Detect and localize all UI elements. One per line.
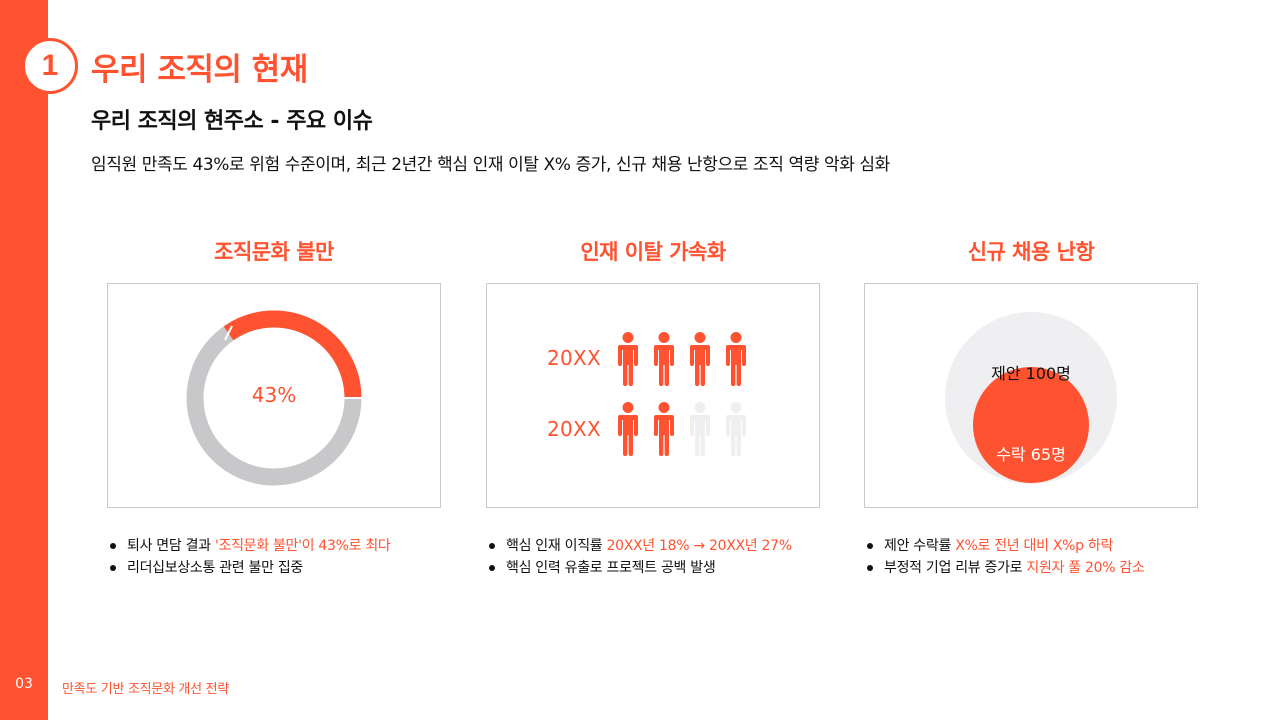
bullet-list-attrition: 핵심 인재 이직률 20XX년 18% → 20XX년 27% 핵심 인력 유출…	[486, 535, 792, 579]
bullet-item: 제안 수락률 X%로 전년 대비 X%p 하락	[864, 535, 1145, 557]
offer-circle: 제안 100명 수락 65명	[945, 312, 1117, 484]
row-label-year: 20XX	[547, 346, 602, 370]
column-title-attrition: 인재 이탈 가속화	[580, 240, 726, 264]
bullet-item: 부정적 기업 리뷰 증가로 지원자 풀 20% 감소	[864, 557, 1145, 579]
panel-hiring-venn: 제안 100명 수락 65명	[864, 283, 1198, 508]
person-icon-faded	[726, 402, 746, 456]
person-icon	[690, 332, 710, 386]
section-number-badge: 1	[22, 38, 78, 94]
bullet-item: 리더십보상소통 관련 불만 집중	[107, 557, 391, 579]
page-title: 우리 조직의 현재	[91, 52, 308, 88]
person-icon	[654, 402, 674, 456]
person-icon-faded	[690, 402, 710, 456]
side-accent-bar	[0, 0, 48, 720]
bullet-list-culture: 퇴사 면담 결과 '조직문화 불만'이 43%로 최다 리더십보상소통 관련 불…	[107, 535, 391, 579]
panel-attrition-icons: 20XX 20XX	[486, 283, 820, 508]
person-icon	[726, 332, 746, 386]
bullet-item: 핵심 인재 이직률 20XX년 18% → 20XX년 27%	[486, 535, 792, 557]
bullet-item: 퇴사 면담 결과 '조직문화 불만'이 43%로 최다	[107, 535, 391, 557]
column-title-culture: 조직문화 불만	[214, 240, 334, 264]
person-icon	[618, 332, 638, 386]
page-subtitle: 우리 조직의 현주소 - 주요 이슈	[91, 109, 373, 134]
person-icon	[654, 332, 674, 386]
column-title-hiring: 신규 채용 난항	[967, 240, 1095, 264]
donut-value-label: 43%	[251, 383, 297, 407]
footer-title: 만족도 기반 조직문화 개선 전략	[62, 682, 229, 697]
page-number: 03	[15, 676, 33, 692]
offer-label: 제안 100명	[991, 364, 1071, 383]
bullet-item: 핵심 인력 유출로 프로젝트 공백 발생	[486, 557, 792, 579]
accept-circle	[973, 367, 1089, 483]
donut-chart	[186, 310, 362, 486]
panel-culture-donut: 43%	[107, 283, 441, 508]
bullet-list-hiring: 제안 수락률 X%로 전년 대비 X%p 하락 부정적 기업 리뷰 증가로 지원…	[864, 535, 1145, 579]
page-description: 임직원 만족도 43%로 위험 수준이며, 최근 2년간 핵심 인재 이탈 X%…	[91, 155, 890, 175]
row-label-year: 20XX	[547, 417, 602, 441]
person-icon	[618, 402, 638, 456]
accept-label: 수락 65명	[996, 445, 1066, 464]
